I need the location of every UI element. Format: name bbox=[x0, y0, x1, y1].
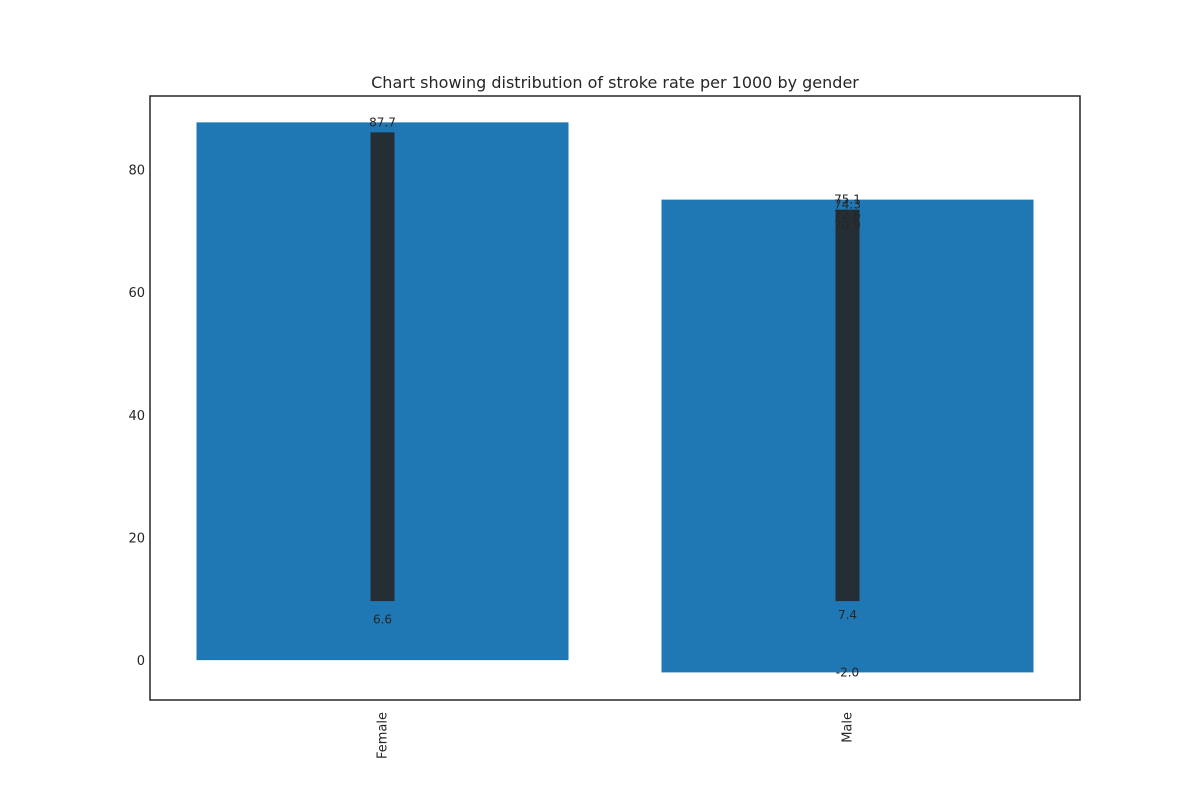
x-tick-label: Female bbox=[376, 712, 391, 759]
y-tick-label: 0 bbox=[137, 654, 145, 669]
data-label: 75.1 bbox=[834, 193, 861, 207]
y-tick-label: 60 bbox=[128, 286, 145, 301]
data-label: 7.4 bbox=[838, 608, 857, 622]
overlapping-labels-male bbox=[835, 209, 860, 602]
data-label: 87.7 bbox=[369, 115, 396, 129]
x-tick-label: Male bbox=[841, 712, 856, 743]
y-tick-label: 80 bbox=[128, 164, 145, 179]
overlapping-labels-female bbox=[370, 132, 395, 602]
x-axis-ticks: Female Male bbox=[376, 712, 856, 759]
bars-layer bbox=[196, 122, 1034, 673]
data-label: 74.3 bbox=[834, 198, 861, 212]
y-axis-ticks: 0 20 40 60 80 bbox=[128, 164, 145, 670]
data-label: -2.0 bbox=[836, 665, 859, 679]
chart-title: Chart showing distribution of stroke rat… bbox=[371, 73, 859, 92]
data-label: 70.9 bbox=[834, 218, 861, 232]
data-labels-layer: 87.7 6.6 75.174.372.670.9 -2.0 7.4 bbox=[369, 115, 861, 679]
plot-frame bbox=[149, 95, 1081, 701]
data-label: 72.6 bbox=[834, 208, 861, 222]
y-tick-label: 40 bbox=[128, 409, 145, 424]
data-label: 6.6 bbox=[373, 613, 392, 627]
y-tick-label: 20 bbox=[128, 532, 145, 547]
